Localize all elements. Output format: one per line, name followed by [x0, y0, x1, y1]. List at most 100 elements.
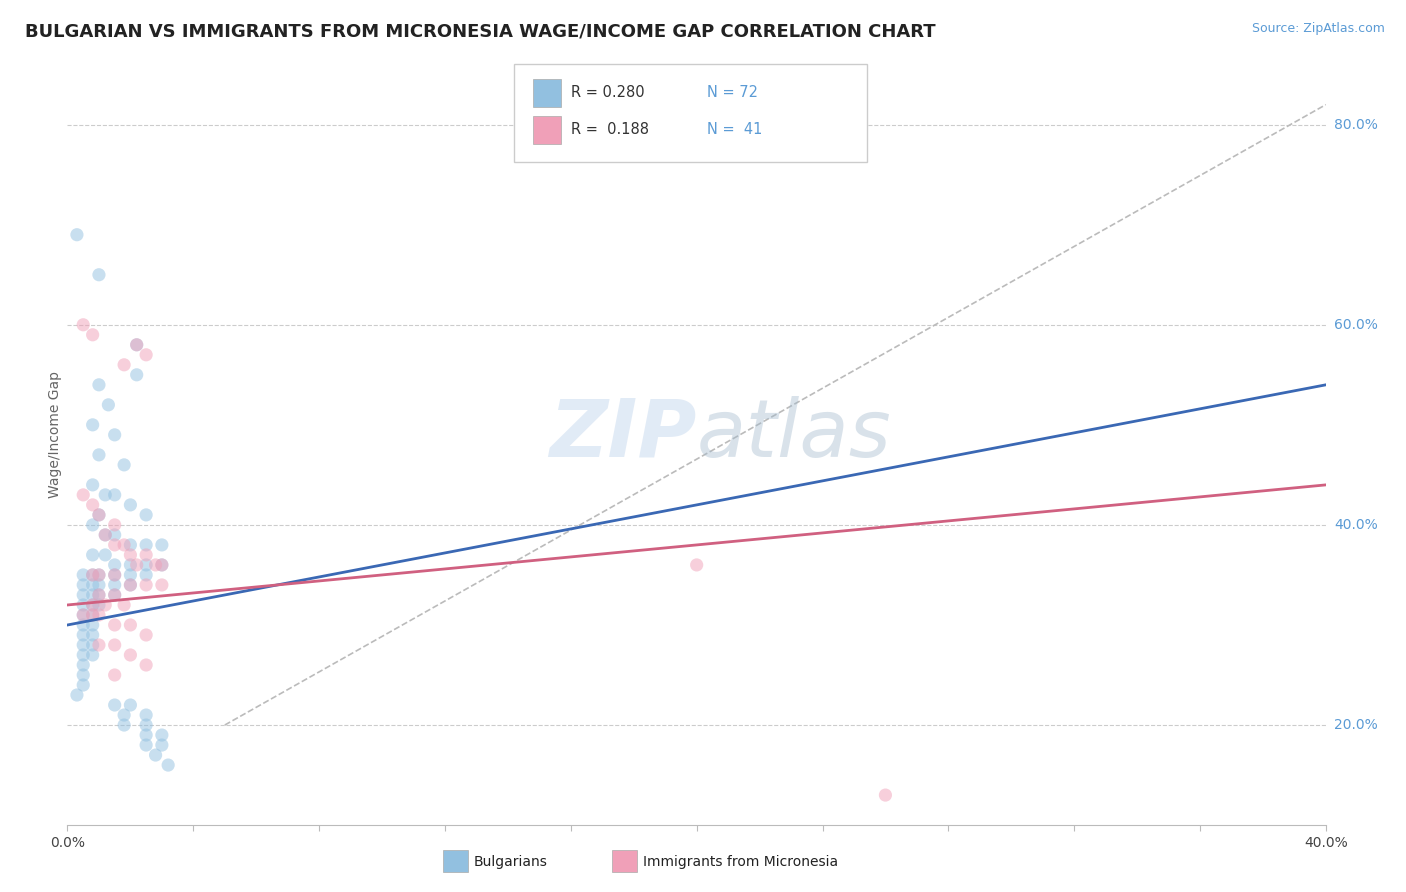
Point — [82, 327, 104, 342]
Point — [104, 638, 127, 652]
Text: atlas: atlas — [697, 396, 891, 474]
Point — [72, 618, 94, 632]
FancyBboxPatch shape — [533, 79, 561, 107]
Point — [72, 568, 94, 582]
Point — [112, 708, 135, 723]
Point — [82, 498, 104, 512]
Point — [120, 498, 142, 512]
FancyBboxPatch shape — [515, 64, 866, 161]
Text: 60.0%: 60.0% — [1334, 318, 1378, 332]
Point — [72, 607, 94, 622]
Point — [120, 558, 142, 572]
Point — [72, 678, 94, 692]
Point — [875, 788, 897, 802]
Point — [82, 517, 104, 532]
Point — [82, 607, 104, 622]
Point — [72, 607, 94, 622]
Point — [112, 718, 135, 732]
Point — [82, 638, 104, 652]
Point — [104, 517, 127, 532]
Point — [94, 598, 117, 612]
Point — [135, 728, 157, 742]
Point — [94, 528, 117, 542]
Point — [87, 598, 110, 612]
Point — [120, 578, 142, 592]
Point — [120, 548, 142, 562]
Point — [72, 318, 94, 332]
Point — [104, 588, 127, 602]
Point — [72, 658, 94, 673]
Point — [66, 688, 89, 702]
Point — [104, 668, 127, 682]
Point — [82, 478, 104, 492]
Point — [135, 568, 157, 582]
Point — [72, 668, 94, 682]
Y-axis label: Wage/Income Gap: Wage/Income Gap — [48, 371, 62, 499]
Point — [135, 718, 157, 732]
Point — [125, 558, 148, 572]
Point — [135, 708, 157, 723]
Point — [125, 338, 148, 352]
Text: R =  0.188: R = 0.188 — [571, 122, 648, 137]
Point — [120, 648, 142, 662]
Text: Immigrants from Micronesia: Immigrants from Micronesia — [643, 855, 838, 869]
Point — [82, 607, 104, 622]
Point — [135, 558, 157, 572]
Point — [135, 538, 157, 552]
Point — [82, 417, 104, 432]
Point — [82, 598, 104, 612]
Text: N =  41: N = 41 — [707, 122, 762, 137]
Point — [120, 698, 142, 712]
Point — [135, 628, 157, 642]
Point — [87, 568, 110, 582]
Point — [125, 338, 148, 352]
Point — [87, 638, 110, 652]
Point — [72, 648, 94, 662]
Point — [82, 588, 104, 602]
Point — [145, 747, 167, 762]
Point — [104, 568, 127, 582]
Point — [112, 458, 135, 472]
Text: N = 72: N = 72 — [707, 86, 758, 101]
Point — [120, 568, 142, 582]
Point — [150, 538, 173, 552]
Point — [104, 618, 127, 632]
Point — [82, 568, 104, 582]
Point — [150, 728, 173, 742]
Point — [135, 738, 157, 752]
Point — [104, 578, 127, 592]
Point — [157, 758, 180, 772]
Point — [87, 568, 110, 582]
Point — [72, 578, 94, 592]
Point — [87, 578, 110, 592]
Point — [72, 598, 94, 612]
Point — [112, 598, 135, 612]
Point — [120, 618, 142, 632]
Point — [66, 227, 89, 242]
Point — [104, 428, 127, 442]
Point — [104, 558, 127, 572]
Point — [72, 588, 94, 602]
Point — [87, 377, 110, 392]
Point — [135, 508, 157, 522]
Point — [72, 628, 94, 642]
Point — [120, 578, 142, 592]
Point — [82, 628, 104, 642]
Point — [135, 658, 157, 673]
Text: 20.0%: 20.0% — [1334, 718, 1378, 732]
Point — [150, 578, 173, 592]
Point — [135, 348, 157, 362]
Point — [104, 528, 127, 542]
Text: Bulgarians: Bulgarians — [474, 855, 548, 869]
Point — [150, 558, 173, 572]
Text: 80.0%: 80.0% — [1334, 118, 1378, 132]
Point — [82, 548, 104, 562]
Point — [87, 508, 110, 522]
Point — [120, 538, 142, 552]
Point — [82, 578, 104, 592]
Point — [82, 648, 104, 662]
Text: 40.0%: 40.0% — [1334, 518, 1378, 532]
Point — [87, 508, 110, 522]
Point — [94, 548, 117, 562]
Point — [104, 588, 127, 602]
